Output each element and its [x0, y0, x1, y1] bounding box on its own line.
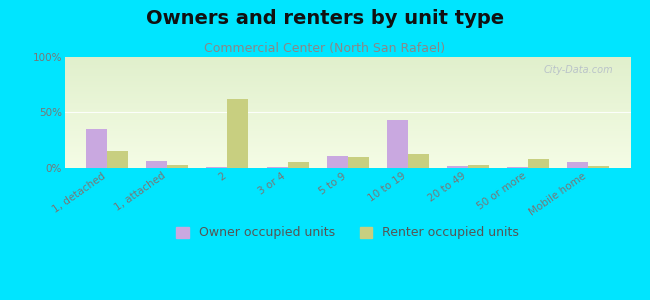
- Bar: [387, 120, 408, 168]
- Bar: [107, 151, 128, 168]
- Bar: [207, 167, 228, 168]
- Text: City-Data.com: City-Data.com: [544, 65, 614, 75]
- Bar: [167, 165, 188, 168]
- Text: Commercial Center (North San Rafael): Commercial Center (North San Rafael): [205, 42, 445, 55]
- Bar: [287, 162, 309, 168]
- Bar: [468, 165, 489, 168]
- Bar: [227, 99, 248, 168]
- Bar: [266, 167, 287, 168]
- Text: Owners and renters by unit type: Owners and renters by unit type: [146, 9, 504, 28]
- Bar: [327, 156, 348, 168]
- Legend: Owner occupied units, Renter occupied units: Owner occupied units, Renter occupied un…: [176, 226, 519, 239]
- Bar: [408, 154, 429, 168]
- Bar: [146, 161, 167, 168]
- Bar: [567, 162, 588, 168]
- Bar: [588, 166, 610, 168]
- Bar: [348, 157, 369, 168]
- Bar: [86, 129, 107, 168]
- Bar: [447, 166, 468, 168]
- Bar: [507, 167, 528, 168]
- Bar: [528, 159, 549, 168]
